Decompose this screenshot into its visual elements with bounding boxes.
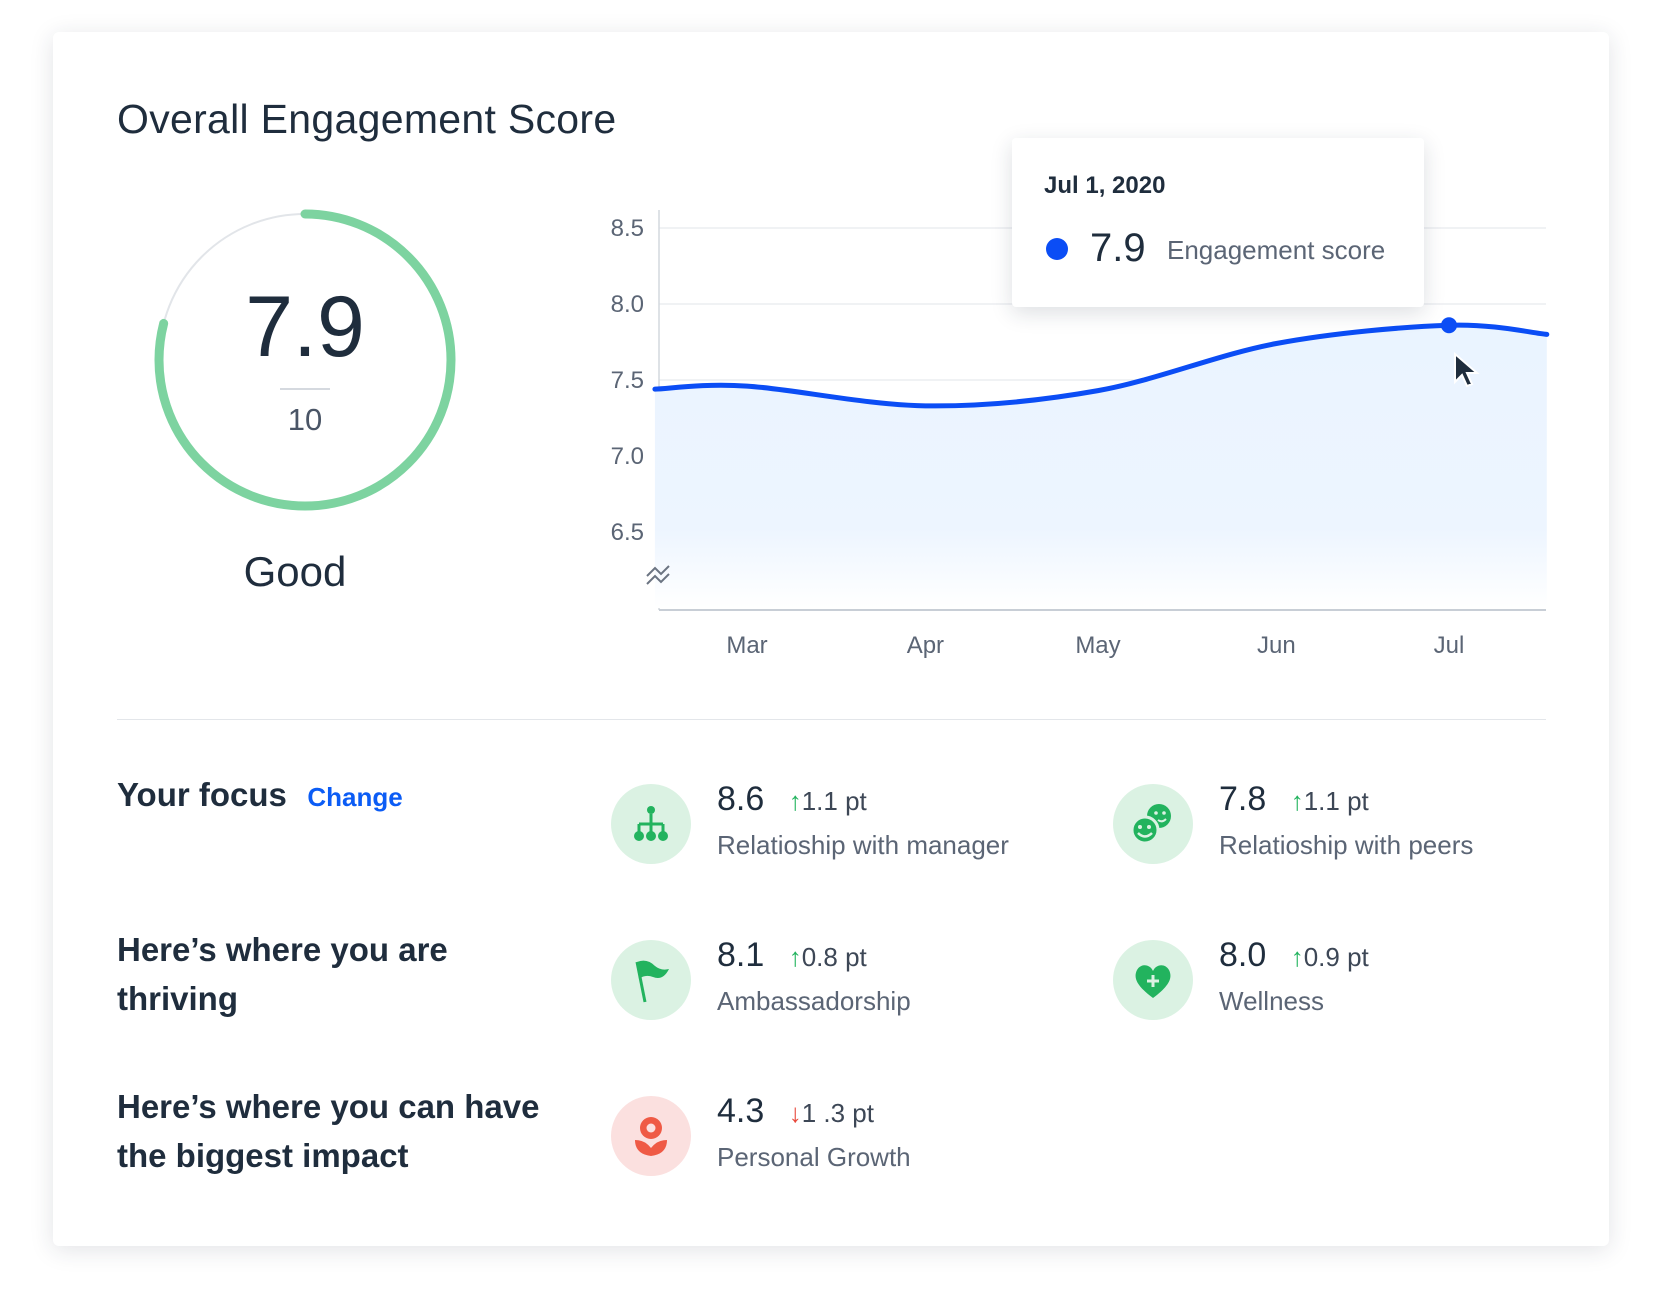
series-line (652, 322, 1550, 409)
gauge-rating: Good (243, 548, 347, 595)
y-tick-label: 7.5 (611, 367, 644, 394)
section-divider (117, 719, 1546, 720)
x-tick-label: May (1075, 632, 1120, 659)
metric-score-row: 8.6 ↑1.1 pt (717, 780, 867, 819)
metric-score: 8.0 (1219, 936, 1267, 974)
metric-delta-value: 0.8 pt (801, 942, 867, 972)
axis-break-icon (646, 565, 670, 585)
x-tick-label: Apr (907, 632, 944, 659)
metric-delta: ↑0.9 pt (1291, 942, 1369, 972)
org-chart-icon (611, 784, 691, 864)
highlighted-point[interactable] (1440, 317, 1457, 334)
metric-score-row: 7.8 ↑1.1 pt (1219, 780, 1369, 819)
metric-score-row: 8.0 ↑0.9 pt (1219, 936, 1369, 975)
metric-label: Relatioship with manager (717, 830, 1009, 860)
engagement-chart: 8.5 8.0 7.5 7.0 6.5 Mar Apr May Jun Jul (611, 210, 1550, 659)
gauge-arc (154, 209, 456, 511)
area-fill (654, 325, 1547, 608)
tooltip-value: 7.9 (1090, 226, 1146, 270)
arrow-up-icon: ↑ (788, 942, 802, 972)
metric-item[interactable]: 7.8 ↑1.1 pt Relatioship with peers (1113, 780, 1473, 864)
gauge-max: 10 (287, 402, 323, 437)
arrow-up-icon: ↑ (1290, 786, 1304, 816)
metric-score: 8.6 (717, 780, 765, 818)
page-title: Overall Engagement Score (117, 96, 617, 142)
metric-delta-value: 1.1 pt (1303, 786, 1369, 816)
y-tick-label: 6.5 (611, 519, 644, 546)
metric-delta: ↑0.8 pt (789, 942, 867, 972)
smiley-faces-icon (1113, 784, 1193, 864)
chart-tooltip: Jul 1, 2020 7.9 Engagement score (1012, 138, 1424, 307)
metric-delta-value: 1 .3 pt (801, 1098, 874, 1128)
focus-section: Your focus Change (117, 770, 403, 819)
metric-delta-value: 0.9 pt (1303, 942, 1369, 972)
metric-delta: ↑1.1 pt (1291, 786, 1369, 816)
x-tick-label: Jul (1434, 632, 1465, 659)
arrow-up-icon: ↑ (1290, 942, 1304, 972)
metric-score-row: 8.1 ↑0.8 pt (717, 936, 867, 975)
mouse-cursor-icon (1454, 351, 1480, 388)
impact-label: Here’s where you can have the biggest im… (117, 1088, 540, 1174)
y-tick-label: 8.0 (611, 291, 644, 318)
gauge-divider (280, 388, 330, 390)
metric-label: Wellness (1219, 986, 1325, 1016)
metric-label: Relatioship with peers (1219, 830, 1474, 860)
y-tick-label: 7.0 (611, 443, 644, 470)
metric-label: Ambassadorship (717, 986, 911, 1016)
metric-score: 8.1 (717, 936, 765, 974)
metric-score-row: 4.3 ↓1 .3 pt (717, 1092, 874, 1131)
metric-item[interactable]: 8.6 ↑1.1 pt Relatioship with manager (611, 780, 1009, 864)
tooltip-series-label: Engagement score (1167, 235, 1386, 265)
heart-plus-icon (1113, 940, 1193, 1020)
flag-icon (611, 940, 691, 1020)
focus-label: Your focus (117, 776, 287, 813)
metric-score: 4.3 (717, 1092, 765, 1130)
metric-delta: ↑1.1 pt (789, 786, 867, 816)
y-tick-label: 8.5 (611, 215, 644, 242)
thriving-label: Here’s where you are thriving (117, 931, 448, 1017)
metric-delta: ↓1 .3 pt (789, 1098, 874, 1128)
x-tick-label: Mar (726, 632, 767, 659)
tooltip-date: Jul 1, 2020 (1044, 172, 1166, 199)
arrow-down-icon: ↓ (788, 1098, 802, 1128)
metric-score: 7.8 (1219, 780, 1267, 818)
gauge-score: 7.9 (245, 279, 365, 375)
x-tick-label: Jun (1257, 632, 1296, 659)
metric-item[interactable]: 4.3 ↓1 .3 pt Personal Growth (611, 1092, 911, 1176)
metric-item[interactable]: 8.0 ↑0.9 pt Wellness (1113, 936, 1369, 1020)
arrow-up-icon: ↑ (788, 786, 802, 816)
metric-label: Personal Growth (717, 1142, 911, 1172)
flower-icon (611, 1096, 691, 1176)
metric-item[interactable]: 8.1 ↑0.8 pt Ambassadorship (611, 936, 911, 1020)
tooltip-series-dot (1046, 238, 1068, 260)
change-focus-link[interactable]: Change (307, 782, 403, 812)
metric-delta-value: 1.1 pt (801, 786, 867, 816)
score-gauge (154, 209, 456, 511)
